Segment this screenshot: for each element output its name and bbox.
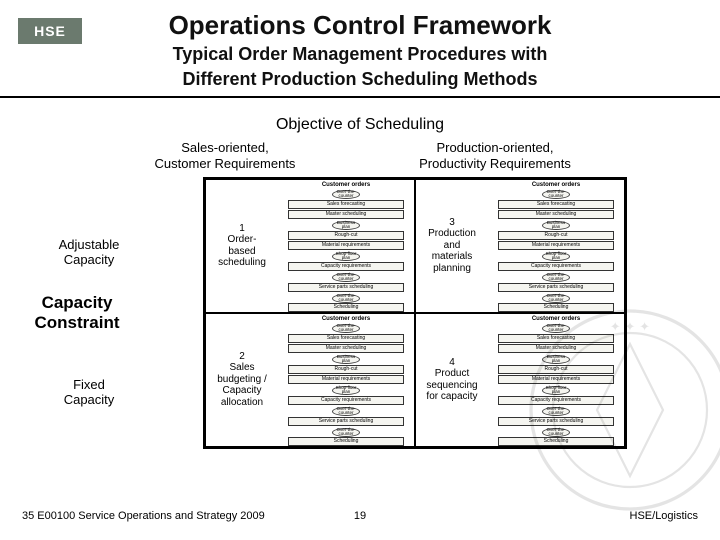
mini-stage: Capacity requirements xyxy=(288,396,404,405)
mini-stage: Rough-cut xyxy=(288,365,404,374)
hse-logo: HSE xyxy=(18,18,82,44)
row-label-adjustable: AdjustableCapacity xyxy=(44,237,134,268)
cell-4-label: 4 Product sequencing for capacity xyxy=(416,357,488,403)
mini-oval: Over-the-counter xyxy=(542,190,570,199)
mini-stage: Capacity requirements xyxy=(498,396,614,405)
mini-stage: Capacity requirements xyxy=(288,262,404,271)
mini-oval: Over-the-counter xyxy=(332,428,360,437)
mini-stage: Service parts scheduling xyxy=(288,283,404,292)
mini-stage: Scheduling xyxy=(288,437,404,446)
subtitle-line-1: Typical Order Management Procedures with xyxy=(0,43,720,66)
matrix-wrap: Capacity Constraint AdjustableCapacity F… xyxy=(0,177,720,449)
mini-diagram-title: Customer orders xyxy=(278,316,414,322)
objective-heading: Objective of Scheduling xyxy=(0,116,720,134)
mini-oval: Over-the-counter xyxy=(332,190,360,199)
mini-oval: Over-the-counter xyxy=(542,324,570,333)
mini-stage: Sales forecasting xyxy=(498,334,614,343)
col-header-production: Production-oriented,Productivity Require… xyxy=(400,140,590,173)
cell-2: 2 Sales budgeting / Capacity allocation … xyxy=(205,313,415,447)
footer-left: 35 E00100 Service Operations and Strateg… xyxy=(22,510,265,522)
mini-stage: Master scheduling xyxy=(288,344,404,353)
mini-stage: Master scheduling xyxy=(498,210,614,219)
mini-oval: Business plan xyxy=(542,221,570,230)
column-headers: Sales-oriented,Customer Requirements Pro… xyxy=(0,140,720,173)
mini-stage: Material requirements xyxy=(498,241,614,250)
cell-3-diagram: Customer ordersOver-the-counterSales for… xyxy=(488,180,624,312)
mini-oval: Over-the-counter xyxy=(542,294,570,303)
mini-oval: Over-the-counter xyxy=(542,273,570,282)
mini-oval: Shop-floor plan xyxy=(332,386,360,395)
footer-right: HSE/Logistics xyxy=(630,510,698,522)
mini-diagram-title: Customer orders xyxy=(488,182,624,188)
title-underline xyxy=(0,96,720,98)
matrix-grid: 1 Order- based scheduling Customer order… xyxy=(203,177,627,449)
main-title: Operations Control Framework xyxy=(0,10,720,41)
mini-stage: Rough-cut xyxy=(498,231,614,240)
mini-oval: Business plan xyxy=(542,355,570,364)
mini-oval: Over-the-counter xyxy=(542,428,570,437)
mini-stage: Material requirements xyxy=(288,375,404,384)
mini-oval: Business plan xyxy=(332,221,360,230)
mini-oval: Business plan xyxy=(332,355,360,364)
mini-oval: Over-the-counter xyxy=(542,407,570,416)
mini-oval: Over-the-counter xyxy=(332,273,360,282)
mini-stage: Sales forecasting xyxy=(498,200,614,209)
mini-stage: Scheduling xyxy=(498,437,614,446)
mini-stage: Scheduling xyxy=(498,303,614,312)
cell-4: 4 Product sequencing for capacity Custom… xyxy=(415,313,625,447)
mini-oval: Over-the-counter xyxy=(332,324,360,333)
mini-stage: Sales forecasting xyxy=(288,200,404,209)
cell-2-diagram: Customer ordersOver-the-counterSales for… xyxy=(278,314,414,446)
row-label-fixed: FixedCapacity xyxy=(44,377,134,408)
cell-3: 3 Production and materials planning Cust… xyxy=(415,179,625,313)
mini-stage: Service parts scheduling xyxy=(498,417,614,426)
mini-stage: Service parts scheduling xyxy=(498,283,614,292)
subtitle-line-2: Different Production Scheduling Methods xyxy=(0,68,720,91)
mini-oval: Shop-floor plan xyxy=(542,386,570,395)
mini-stage: Master scheduling xyxy=(288,210,404,219)
mini-oval: Shop-floor plan xyxy=(332,252,360,261)
mini-stage: Master scheduling xyxy=(498,344,614,353)
mini-stage: Rough-cut xyxy=(288,231,404,240)
mini-oval: Over-the-counter xyxy=(332,407,360,416)
mini-oval: Over-the-counter xyxy=(332,294,360,303)
title-block: Operations Control Framework Typical Ord… xyxy=(0,0,720,90)
mini-oval: Shop-floor plan xyxy=(542,252,570,261)
cell-1: 1 Order- based scheduling Customer order… xyxy=(205,179,415,313)
mini-stage: Service parts scheduling xyxy=(288,417,404,426)
mini-stage: Material requirements xyxy=(498,375,614,384)
mini-diagram-title: Customer orders xyxy=(278,182,414,188)
page-number: 19 xyxy=(354,510,366,522)
mini-diagram-title: Customer orders xyxy=(488,316,624,322)
mini-stage: Sales forecasting xyxy=(288,334,404,343)
mini-stage: Rough-cut xyxy=(498,365,614,374)
col-header-sales: Sales-oriented,Customer Requirements xyxy=(130,140,320,173)
cell-2-label: 2 Sales budgeting / Capacity allocation xyxy=(206,351,278,409)
cell-4-diagram: Customer ordersOver-the-counterSales for… xyxy=(488,314,624,446)
mini-stage: Material requirements xyxy=(288,241,404,250)
cell-1-label: 1 Order- based scheduling xyxy=(206,223,278,269)
capacity-constraint-label: Capacity Constraint xyxy=(22,293,132,333)
cell-3-label: 3 Production and materials planning xyxy=(416,217,488,275)
mini-stage: Capacity requirements xyxy=(498,262,614,271)
cell-1-diagram: Customer ordersOver-the-counterSales for… xyxy=(278,180,414,312)
mini-stage: Scheduling xyxy=(288,303,404,312)
